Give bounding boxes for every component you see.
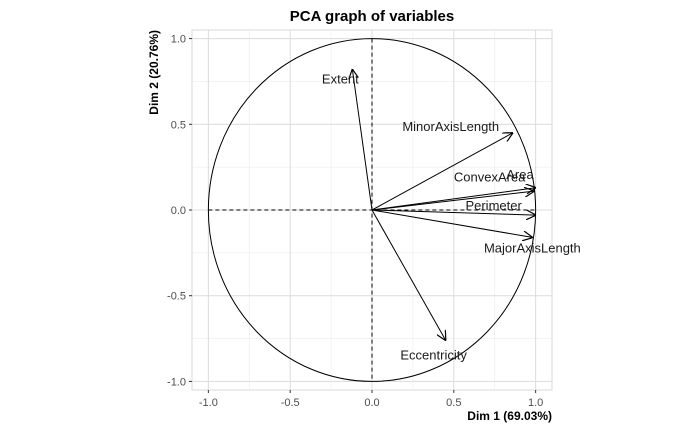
arrow-convexarea <box>371 188 536 211</box>
x-tick-label: 0.5 <box>446 397 461 409</box>
arrow-extent <box>352 69 373 211</box>
label-area: Area <box>506 167 534 182</box>
chart-title: PCA graph of variables <box>290 8 455 25</box>
x-tick-label: 0.0 <box>364 397 379 409</box>
x-axis-title: Dim 1 (69.03%) <box>467 409 552 423</box>
variable-labels: Area MajorAxisLength MinorAxisLength Eccent… <box>322 71 581 362</box>
label-majoraxislength: MajorAxisLength <box>484 240 581 255</box>
arrow-area <box>371 191 534 211</box>
arrow-minoraxislength <box>371 133 513 211</box>
label-convexarea: ConvexArea <box>454 170 526 185</box>
label-minoraxislength: MinorAxisLength <box>402 119 499 134</box>
variable-arrows <box>352 69 535 340</box>
y-tick-label: 1.0 <box>171 34 186 46</box>
x-tick-label: 1.0 <box>528 397 543 409</box>
y-axis-title: Dim 2 (20.76%) <box>147 30 161 115</box>
y-axis-ticks: -1.0 -0.5 0.0 0.5 1.0 <box>167 34 192 388</box>
y-tick-label: -1.0 <box>167 376 186 388</box>
label-eccentricity: Eccentricity <box>400 347 467 362</box>
y-tick-label: 0.0 <box>171 205 186 217</box>
label-perimeter: Perimeter <box>465 198 522 213</box>
label-extent: Extent <box>322 71 359 86</box>
y-tick-label: 0.5 <box>171 119 186 131</box>
y-tick-label: -0.5 <box>167 291 186 303</box>
x-tick-label: -0.5 <box>281 397 300 409</box>
x-tick-label: -1.0 <box>199 397 218 409</box>
arrow-majoraxislength <box>371 209 532 237</box>
arrow-perimeter <box>371 209 536 215</box>
x-axis-ticks: -1.0 -0.5 0.0 0.5 1.0 <box>199 390 543 409</box>
arrow-eccentricity <box>371 209 446 340</box>
